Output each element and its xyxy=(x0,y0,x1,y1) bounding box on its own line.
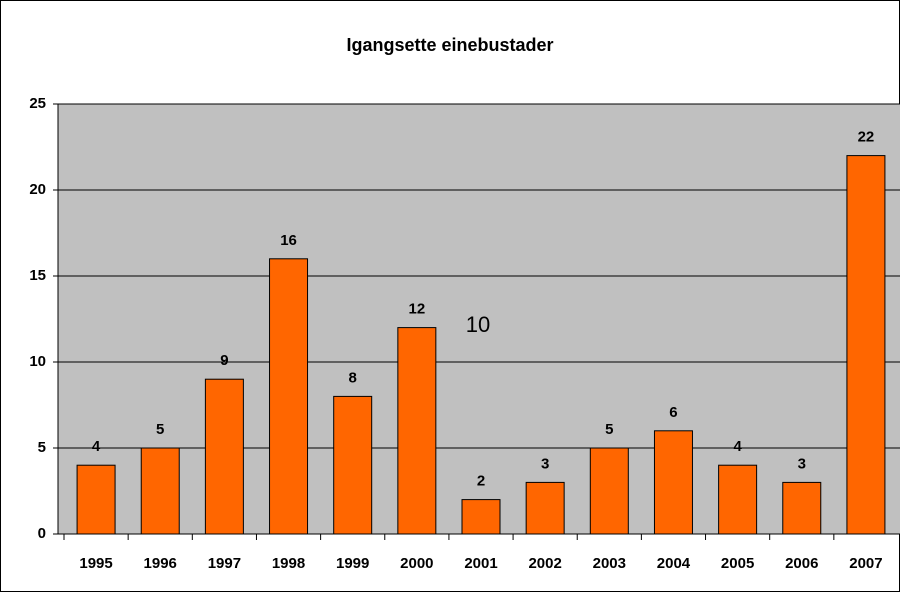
value-label: 9 xyxy=(220,352,228,369)
x-tick-label: 2003 xyxy=(593,555,626,572)
x-tick-label: 2001 xyxy=(464,555,497,572)
y-tick-label: 5 xyxy=(38,439,46,456)
x-tick-label: 2005 xyxy=(721,555,754,572)
bar xyxy=(461,499,501,535)
value-label: 4 xyxy=(92,438,101,455)
bar xyxy=(653,430,693,535)
value-label: 2 xyxy=(477,473,485,490)
x-tick-label: 1997 xyxy=(208,555,241,572)
bar xyxy=(204,378,244,535)
value-label: 5 xyxy=(605,421,613,438)
bar xyxy=(333,395,373,535)
x-tick-label: 1996 xyxy=(144,555,177,572)
value-label: 12 xyxy=(409,301,426,318)
x-tick-label: 1999 xyxy=(336,555,369,572)
x-tick-label: 2000 xyxy=(400,555,433,572)
value-label: 4 xyxy=(733,438,742,455)
bar xyxy=(140,447,180,535)
value-label: 22 xyxy=(858,129,875,146)
y-tick-label: 0 xyxy=(38,525,46,542)
x-tick-label: 1998 xyxy=(272,555,305,572)
x-tick-label: 2007 xyxy=(849,555,882,572)
bar xyxy=(589,447,629,535)
value-label: 6 xyxy=(669,404,677,421)
value-label: 16 xyxy=(280,232,297,249)
x-tick-label: 2002 xyxy=(528,555,561,572)
x-tick-label: 1995 xyxy=(79,555,112,572)
bar xyxy=(782,481,822,535)
y-tick-label: 10 xyxy=(29,353,46,370)
x-tick-label: 2004 xyxy=(657,555,691,572)
x-tick-label: 2006 xyxy=(785,555,818,572)
plot-area xyxy=(58,104,900,534)
bar xyxy=(718,464,758,535)
bar xyxy=(397,327,437,535)
y-tick-label: 20 xyxy=(29,181,46,198)
value-label: 5 xyxy=(156,421,164,438)
value-label: 3 xyxy=(541,455,549,472)
bar xyxy=(525,481,565,535)
value-label: 3 xyxy=(798,455,806,472)
bar xyxy=(269,258,309,535)
bar xyxy=(76,464,116,535)
y-tick-label: 25 xyxy=(29,95,46,112)
value-label: 8 xyxy=(349,369,357,386)
y-tick-label: 15 xyxy=(29,267,46,284)
annotation: 10 xyxy=(466,312,490,337)
chart-title: Igangsette einebustader xyxy=(346,35,553,55)
bar xyxy=(846,155,886,535)
